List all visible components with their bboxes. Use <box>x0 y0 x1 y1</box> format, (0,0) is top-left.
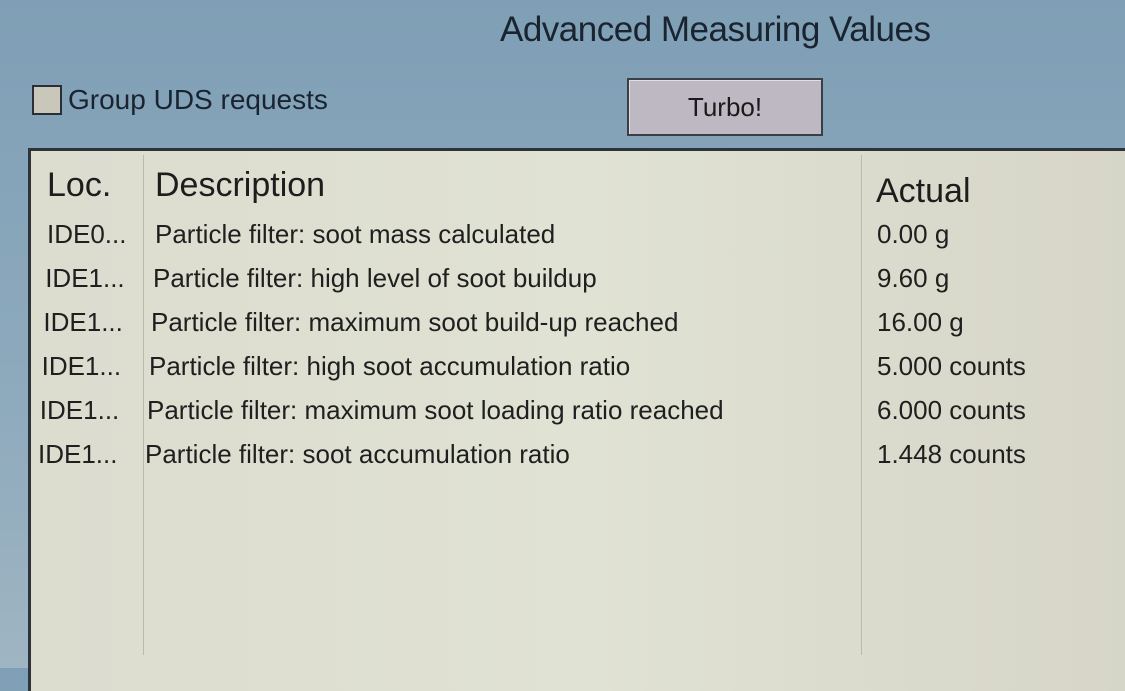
cell-actual: 1.448 counts <box>877 439 1026 469</box>
column-header-loc[interactable]: Loc. <box>47 166 112 204</box>
cell-loc: IDE1... <box>43 307 123 337</box>
cell-loc: IDE1... <box>41 351 122 381</box>
cell-actual: 6.000 counts <box>877 395 1026 425</box>
cell-loc: IDE1... <box>38 439 118 469</box>
group-uds-label: Group UDS requests <box>68 84 328 115</box>
cell-description: Particle filter: high level of soot buil… <box>153 263 597 293</box>
column-header-description[interactable]: Description <box>155 166 326 204</box>
checkbox-box[interactable] <box>32 85 62 115</box>
table-row[interactable]: IDE1... Particle filter: high soot accumu… <box>31 343 1125 387</box>
table-row[interactable]: IDE1... Particle filter: maximum soot bui… <box>31 299 1125 343</box>
cell-loc: IDE1... <box>39 395 120 425</box>
measuring-values-table: Loc. Description Actual IDE0... Particle … <box>28 148 1125 691</box>
cell-description: Particle filter: high soot accumulation … <box>149 351 631 381</box>
table-row[interactable]: IDE1... Particle filter: high level of so… <box>31 255 1125 299</box>
table-row[interactable]: IDE1... Particle filter: soot accumulatio… <box>31 431 1125 475</box>
cell-actual: 5.000 counts <box>877 351 1026 381</box>
column-divider[interactable] <box>861 155 862 655</box>
cell-actual: 9.60 g <box>877 263 950 293</box>
group-uds-checkbox[interactable]: Group UDS requests <box>32 84 328 116</box>
table-row[interactable]: IDE0... Particle filter: soot mass calcul… <box>31 211 1125 255</box>
column-divider[interactable] <box>143 155 144 655</box>
column-header-actual[interactable]: Actual <box>876 172 971 210</box>
turbo-button[interactable]: Turbo! <box>627 78 823 136</box>
cell-description: Particle filter: maximum soot loading ra… <box>147 395 724 425</box>
cell-loc: IDE1... <box>45 263 125 293</box>
cell-actual: 0.00 g <box>877 219 950 249</box>
cell-description: Particle filter: soot accumulation ratio <box>145 439 570 469</box>
cell-loc: IDE0... <box>47 219 127 249</box>
cell-description: Particle filter: maximum soot build-up r… <box>151 307 679 337</box>
table-row[interactable]: IDE1... Particle filter: maximum soot loa… <box>31 387 1125 431</box>
window-title: Advanced Measuring Values <box>500 10 931 49</box>
cell-description: Particle filter: soot mass calculated <box>155 219 556 249</box>
cell-actual: 16.00 g <box>877 307 964 337</box>
